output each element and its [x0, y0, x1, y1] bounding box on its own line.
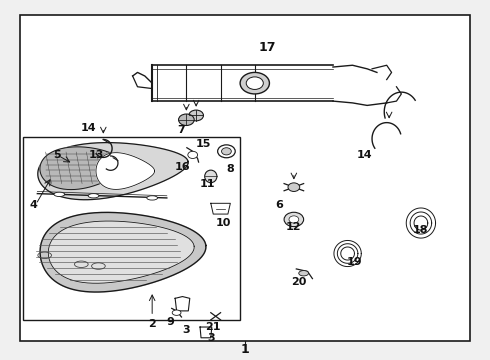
Text: 3: 3 — [207, 333, 215, 343]
Text: 1: 1 — [241, 343, 249, 356]
Text: 10: 10 — [215, 218, 231, 228]
Ellipse shape — [205, 170, 217, 183]
Text: 13: 13 — [88, 150, 104, 160]
Polygon shape — [96, 153, 155, 189]
Text: 3: 3 — [183, 325, 190, 335]
Circle shape — [218, 145, 235, 158]
Bar — [23, 137, 240, 320]
Ellipse shape — [172, 310, 181, 315]
Text: 15: 15 — [196, 139, 211, 149]
Text: 14: 14 — [81, 123, 97, 133]
Text: 4: 4 — [30, 200, 38, 210]
Circle shape — [189, 110, 203, 121]
Text: 20: 20 — [291, 277, 306, 287]
Ellipse shape — [299, 271, 309, 276]
Ellipse shape — [246, 77, 263, 89]
Text: 11: 11 — [199, 179, 215, 189]
Text: 14: 14 — [357, 150, 372, 160]
Polygon shape — [40, 147, 122, 190]
Circle shape — [188, 151, 197, 158]
Ellipse shape — [88, 194, 99, 198]
Ellipse shape — [147, 196, 158, 200]
Polygon shape — [40, 212, 206, 292]
Polygon shape — [38, 143, 188, 200]
Circle shape — [178, 114, 194, 126]
Text: 16: 16 — [175, 162, 191, 172]
Circle shape — [284, 212, 304, 226]
Circle shape — [288, 183, 300, 192]
Text: 18: 18 — [413, 225, 429, 235]
Text: 12: 12 — [286, 222, 302, 231]
Text: 7: 7 — [177, 125, 185, 135]
Circle shape — [289, 216, 299, 223]
Ellipse shape — [54, 192, 65, 197]
Ellipse shape — [240, 72, 270, 94]
Circle shape — [221, 148, 231, 155]
Text: 21: 21 — [205, 322, 221, 332]
Text: 17: 17 — [258, 41, 276, 54]
Polygon shape — [49, 221, 194, 283]
Text: 19: 19 — [347, 257, 363, 267]
Text: 8: 8 — [226, 164, 234, 174]
Text: 5: 5 — [53, 150, 61, 160]
Text: 2: 2 — [148, 319, 156, 329]
Text: 9: 9 — [167, 317, 174, 327]
Text: 6: 6 — [275, 200, 283, 210]
